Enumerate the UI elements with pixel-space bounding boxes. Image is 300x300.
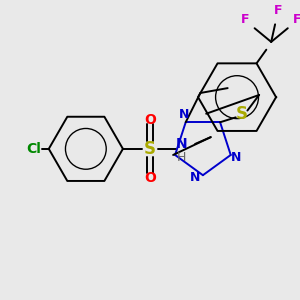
Text: N: N (176, 137, 187, 151)
Text: O: O (144, 171, 156, 185)
Text: H: H (177, 151, 186, 164)
Text: F: F (274, 4, 282, 17)
Text: S: S (144, 140, 156, 158)
Text: F: F (241, 13, 249, 26)
Text: F: F (293, 13, 300, 26)
Text: S: S (236, 105, 247, 123)
Text: Cl: Cl (27, 142, 42, 156)
Text: O: O (144, 112, 156, 127)
Text: N: N (190, 171, 200, 184)
Text: N: N (178, 108, 189, 121)
Text: N: N (230, 152, 241, 164)
